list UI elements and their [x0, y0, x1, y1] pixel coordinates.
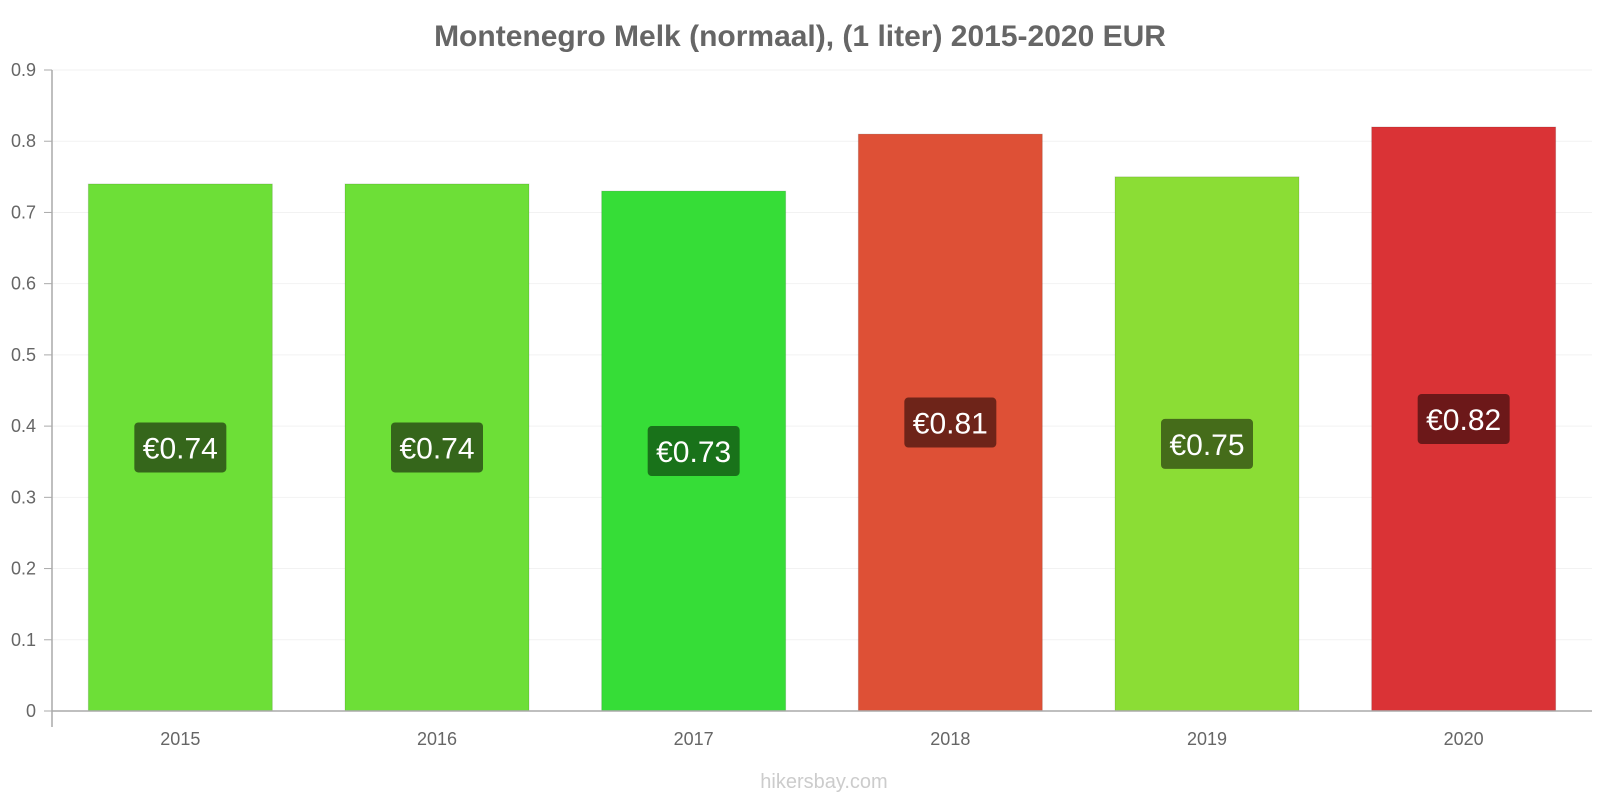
y-tick-label: 0.6	[11, 274, 36, 294]
x-axis-ticks: 2015 2016 2017 2018 2019 2020	[160, 729, 1483, 749]
data-label: €0.73	[656, 436, 731, 469]
data-label: €0.74	[143, 432, 218, 465]
bar-2015	[87, 183, 273, 712]
y-tick-label: 0.3	[11, 487, 36, 507]
x-tick-label: 2016	[417, 729, 457, 749]
data-label: €0.75	[1169, 429, 1244, 462]
data-label: €0.81	[913, 408, 988, 441]
y-tick-label: 0	[26, 701, 36, 721]
y-tick-label: 0.4	[11, 416, 36, 436]
data-label-box	[647, 426, 740, 477]
chart-title: Montenegro Melk (normaal), (1 liter) 201…	[434, 20, 1166, 53]
y-tick-label: 0.2	[11, 559, 36, 579]
data-label-box	[1161, 418, 1253, 469]
gridlines	[52, 69, 1592, 641]
x-tick-label: 2018	[930, 729, 970, 749]
data-label-box	[134, 422, 227, 473]
x-tick-label: 2019	[1187, 729, 1227, 749]
x-tick-label: 2020	[1444, 729, 1484, 749]
axes	[51, 70, 1592, 727]
y-tick-label: 0.1	[11, 630, 36, 650]
data-labels: €0.74 €0.74 €0.73 €0.81 €0.75 €0.82	[134, 393, 1510, 477]
data-label: €0.74	[399, 432, 474, 465]
data-label-box	[904, 397, 997, 448]
data-label-box	[1417, 393, 1510, 444]
y-tick-label: 0.5	[11, 345, 36, 365]
x-tick-label: 2017	[674, 729, 714, 749]
credit-text: hikersbay.com	[760, 771, 887, 793]
y-axis-ticks: 0 0.1 0.2 0.3 0.4 0.5 0.6 0.7 0.8 0.9	[11, 60, 52, 721]
y-tick-label: 0.8	[11, 131, 36, 151]
y-tick-label: 0.7	[11, 202, 36, 222]
data-label: €0.82	[1426, 404, 1501, 437]
x-tick-label: 2015	[160, 729, 200, 749]
data-label-box	[391, 422, 483, 473]
bars	[87, 126, 1557, 712]
y-tick-label: 0.9	[11, 60, 36, 80]
